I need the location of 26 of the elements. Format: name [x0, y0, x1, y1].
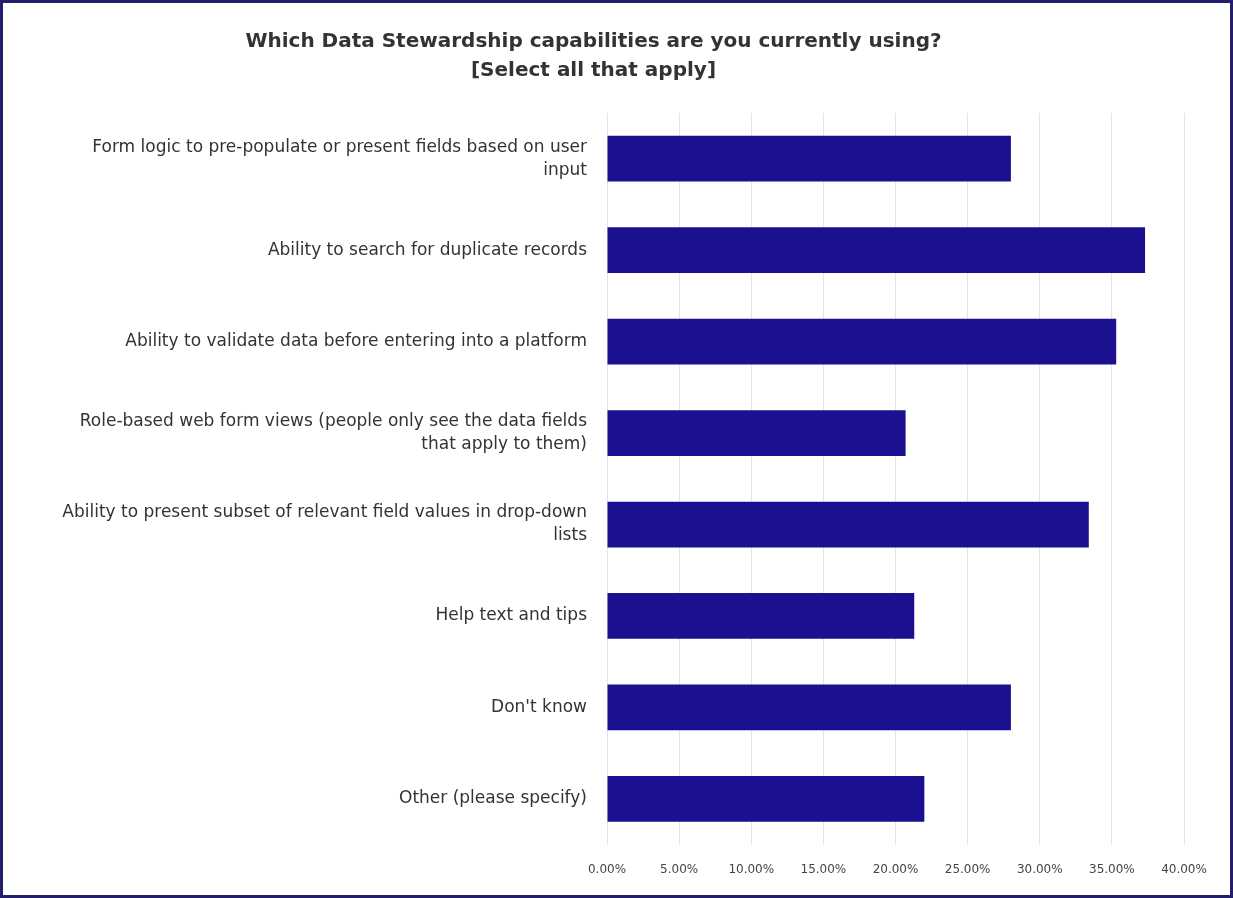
y-tick-label: Help text and tips [435, 604, 588, 625]
x-tick-label: 0.00% [587, 861, 627, 876]
bar [607, 135, 1011, 182]
x-tick-label: 5.00% [660, 861, 699, 876]
x-tick-label: 40.00% [1161, 861, 1207, 876]
y-tick-label: Don't know [491, 695, 588, 716]
x-tick-label: 35.00% [1088, 861, 1135, 876]
bar [607, 684, 1011, 731]
bar [607, 593, 915, 639]
bar [607, 776, 925, 822]
bar [607, 501, 1089, 548]
bar [607, 410, 906, 456]
y-tick-label: Ability to present subset of relevant field values in drop-down lists [62, 501, 588, 545]
bar [607, 227, 1146, 274]
x-tick-label: 10.00% [728, 861, 775, 876]
y-tick-label: Ability to validate data before entering into a platform [125, 330, 587, 351]
chart-title: Which Data Stewardship capabilities are you currently using? [Select all that apply] [245, 27, 942, 81]
y-tick-label: Form logic to pre-populate or present fields based on user input [92, 135, 588, 179]
y-tick-label: Role-based web form views (people only see the data fields that apply to them) [79, 410, 588, 453]
x-tick-label: 20.00% [872, 861, 919, 876]
x-tick-label: 30.00% [1016, 861, 1063, 876]
y-tick-label: Other (please specify) [399, 787, 587, 808]
x-tick-label: 25.00% [944, 861, 991, 876]
bar [607, 318, 1117, 365]
y-tick-label: Ability to search for duplicate records [267, 238, 588, 259]
x-tick-label: 15.00% [800, 861, 847, 876]
